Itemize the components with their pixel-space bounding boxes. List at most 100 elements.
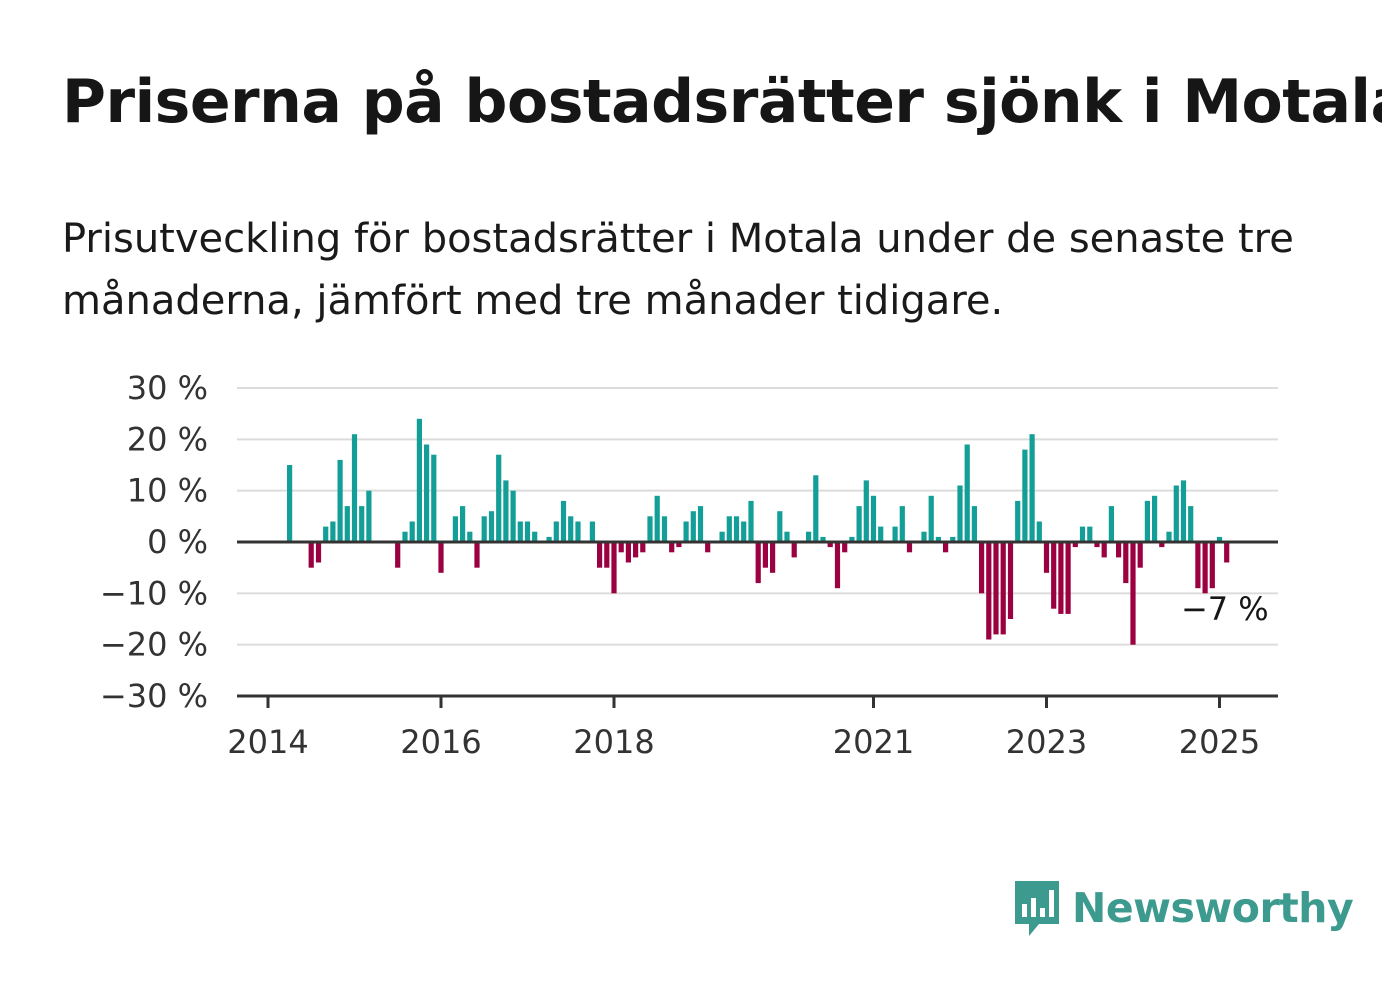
x-tick-label: 2018	[573, 723, 654, 761]
bar	[1137, 542, 1143, 568]
bar	[906, 542, 913, 553]
y-tick-label: 30 %	[127, 369, 208, 407]
bar	[467, 531, 473, 542]
bar	[1007, 542, 1014, 619]
bar	[510, 490, 516, 542]
bar	[1224, 542, 1230, 563]
bar	[517, 521, 523, 542]
x-tick-label: 2014	[227, 723, 308, 761]
bar	[899, 506, 905, 542]
bar	[604, 542, 610, 568]
bar	[546, 536, 552, 542]
bar	[416, 418, 422, 542]
bar	[503, 480, 509, 542]
bar	[1130, 542, 1136, 645]
bar	[532, 531, 538, 542]
bar	[921, 531, 927, 542]
bar	[323, 526, 329, 542]
bar	[287, 465, 293, 542]
bar	[488, 511, 495, 542]
bar	[661, 516, 668, 542]
bar	[755, 542, 761, 584]
bar	[575, 521, 581, 542]
bar	[1180, 480, 1187, 542]
bar	[647, 516, 653, 542]
bar	[351, 434, 358, 542]
bar	[1087, 526, 1093, 542]
bar	[330, 521, 336, 542]
bar	[863, 480, 869, 542]
bar	[1015, 500, 1021, 542]
bar	[1051, 542, 1057, 609]
bar	[1079, 526, 1086, 542]
bar	[481, 516, 487, 542]
bar	[971, 506, 977, 542]
bar	[409, 521, 415, 542]
bar	[568, 516, 574, 542]
bar	[820, 536, 826, 542]
bar	[690, 511, 696, 542]
bar-chart-speech-bubble-icon	[1015, 881, 1059, 936]
bar	[1144, 500, 1150, 542]
bar	[856, 506, 862, 542]
bar	[460, 506, 466, 542]
bar	[1036, 521, 1042, 542]
bar	[957, 485, 963, 542]
bar	[308, 542, 314, 568]
bar	[1029, 434, 1035, 542]
bar	[777, 511, 783, 542]
bar	[611, 542, 617, 594]
x-tick-label: 2016	[400, 723, 481, 761]
bar	[431, 454, 437, 542]
bar	[892, 526, 898, 542]
y-tick-label: 20 %	[127, 420, 208, 458]
bar	[1209, 542, 1215, 589]
bar	[1166, 531, 1172, 542]
last-value-label: −7 %	[1181, 590, 1269, 628]
bar	[560, 500, 567, 542]
bar	[842, 542, 848, 553]
bar	[683, 521, 689, 542]
bar	[827, 542, 833, 548]
bar	[834, 542, 841, 589]
bar	[1108, 506, 1114, 542]
brand-name: Newsworthy	[1072, 884, 1354, 932]
bar	[654, 495, 660, 542]
bar	[1000, 542, 1006, 635]
bar	[1123, 542, 1129, 584]
bar	[748, 500, 754, 542]
bar	[1152, 495, 1158, 542]
bar	[726, 516, 732, 542]
bar	[1058, 542, 1064, 614]
y-tick-label: 0 %	[147, 523, 208, 561]
chart-subtitle: Prisutveckling för bostadsrätter i Motal…	[62, 216, 1294, 324]
bar	[791, 542, 797, 558]
bar	[770, 542, 776, 573]
bar	[705, 542, 711, 553]
bar	[870, 495, 877, 542]
bar	[806, 531, 812, 542]
bar	[719, 531, 725, 542]
bar	[1173, 485, 1179, 542]
bar	[1043, 542, 1050, 573]
bar	[741, 521, 747, 542]
bar	[993, 542, 999, 635]
bar	[943, 542, 949, 553]
bar	[553, 521, 559, 542]
bar	[849, 536, 855, 542]
bar	[928, 495, 934, 542]
bar	[424, 444, 430, 542]
bar	[633, 542, 639, 558]
bars	[287, 418, 1230, 645]
bar	[315, 542, 322, 563]
bar	[986, 542, 992, 640]
bar	[496, 454, 502, 542]
chart-title: Priserna på bostadsrätter sjönk i Motala	[62, 67, 1382, 137]
y-tick-label: 10 %	[127, 472, 208, 510]
bar	[474, 542, 480, 568]
newsworthy-logo: Newsworthy	[1012, 878, 1354, 938]
bar	[366, 490, 372, 542]
bar	[1022, 449, 1028, 542]
bar	[676, 542, 682, 548]
